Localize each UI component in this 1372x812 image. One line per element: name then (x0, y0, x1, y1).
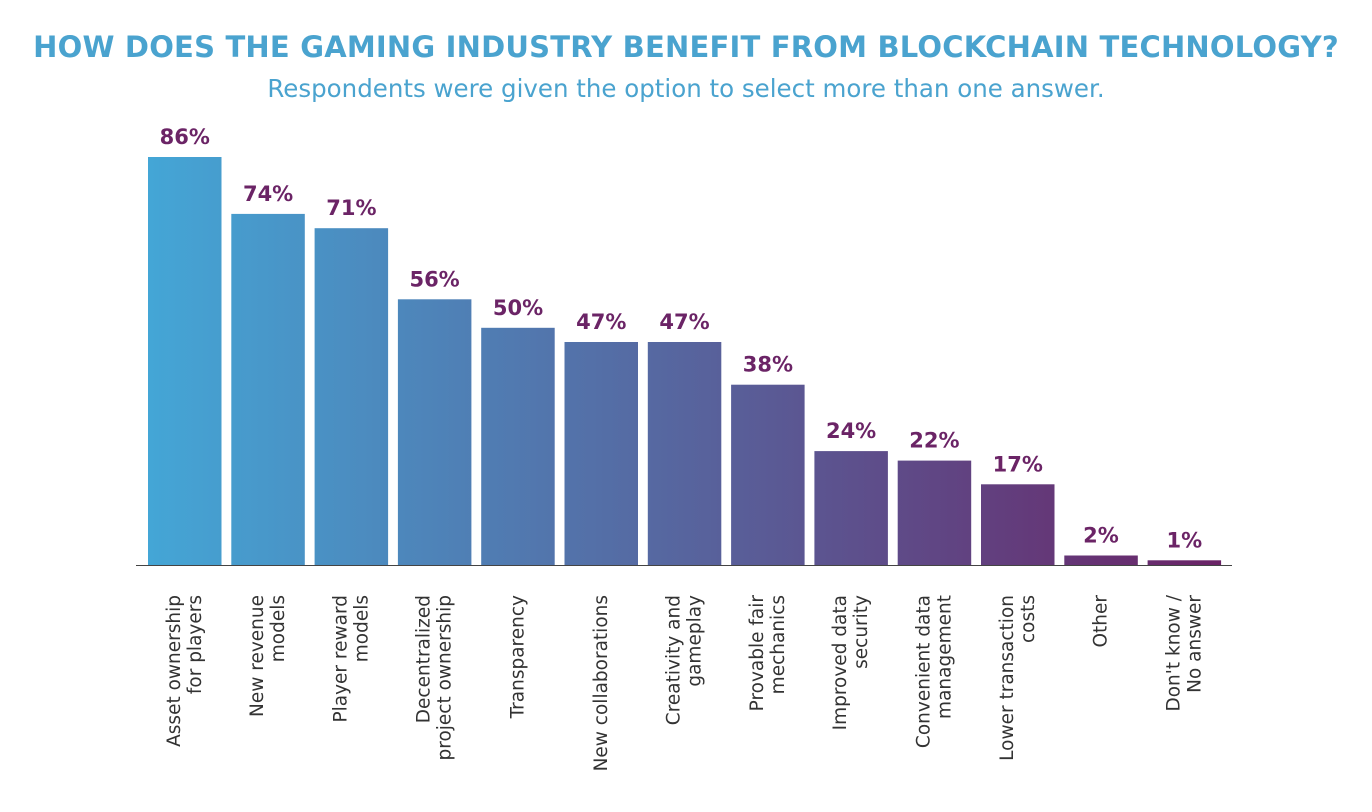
category-label-line: for players (185, 595, 206, 694)
category-label: Lower transaction costs (997, 595, 1039, 761)
category-label-line: Creativity and (664, 595, 685, 725)
category-label: New revenue models (247, 595, 289, 717)
category-label: Transparency (508, 595, 529, 719)
bar (564, 342, 638, 565)
category-label-line: Decentralized (414, 595, 435, 723)
bar (1064, 555, 1138, 565)
category-label: Decentralized project ownership (414, 595, 456, 761)
value-label: 74% (243, 182, 293, 206)
category-label-line: Transparency (508, 595, 529, 719)
category-label-line: Don't know / (1163, 594, 1184, 711)
category-label-line: Lower transaction (997, 595, 1018, 761)
category-label: Player reward models (330, 595, 372, 723)
category-label-line: management (934, 595, 955, 719)
category-label: Don't know / No answer (1163, 594, 1205, 711)
category-label-line: Other (1091, 595, 1112, 648)
bar (731, 384, 805, 565)
value-label: 86% (160, 125, 210, 149)
category-label: Asset ownership for players (164, 595, 206, 747)
category-label-line: mechanics (768, 595, 789, 694)
value-label: 47% (576, 310, 626, 334)
value-label: 56% (409, 267, 459, 291)
chart-subtitle: Respondents were given the option to sel… (267, 74, 1105, 103)
value-labels-group: 86% 74% 71% 56% 50% 47% 47% 38% 24% 22% 17% 2% 1% (160, 125, 1202, 552)
value-label: 24% (826, 419, 876, 443)
category-label-line: Player reward (330, 595, 351, 723)
bar (814, 451, 888, 565)
bar (897, 460, 972, 565)
value-label: 2% (1083, 524, 1119, 548)
category-label-line: Improved data (830, 595, 851, 730)
bar (647, 342, 722, 565)
bar (231, 213, 305, 565)
value-label: 71% (326, 196, 376, 220)
value-label: 1% (1166, 528, 1202, 552)
category-label: Creativity and gameplay (664, 595, 706, 725)
bar (481, 327, 555, 565)
category-label-line: Convenient data (913, 595, 934, 748)
category-label-line: costs (1018, 595, 1039, 643)
bar (1147, 560, 1222, 565)
category-label-line: New collaborations (591, 595, 612, 771)
category-label-line: No answer (1184, 595, 1205, 693)
category-labels-group: Asset ownership for players New revenue mod… (164, 594, 1206, 771)
category-label-line: security (851, 595, 872, 669)
bar (981, 484, 1055, 565)
bar (314, 228, 389, 565)
category-label-line: models (351, 595, 372, 662)
category-label: Convenient data management (913, 595, 955, 748)
category-label: Provable fair mechanics (747, 595, 789, 712)
bar (148, 157, 222, 565)
category-label-line: Provable fair (747, 595, 768, 712)
value-label: 17% (993, 452, 1043, 476)
category-label: New collaborations (591, 595, 612, 771)
category-label-line: models (268, 595, 289, 662)
value-label: 50% (493, 296, 543, 320)
chart-title: HOW DOES THE GAMING INDUSTRY BENEFIT FRO… (33, 30, 1339, 64)
value-label: 38% (743, 353, 793, 377)
category-label-line: project ownership (435, 595, 456, 761)
category-label: Other (1091, 595, 1112, 648)
value-label: 22% (909, 429, 959, 453)
bar (397, 299, 472, 565)
bars-group (136, 157, 1232, 566)
category-label-line: gameplay (685, 595, 706, 687)
value-label: 47% (659, 310, 709, 334)
category-label-line: New revenue (247, 595, 268, 717)
category-label-line: Asset ownership (164, 595, 185, 747)
category-label: Improved data security (830, 595, 872, 730)
